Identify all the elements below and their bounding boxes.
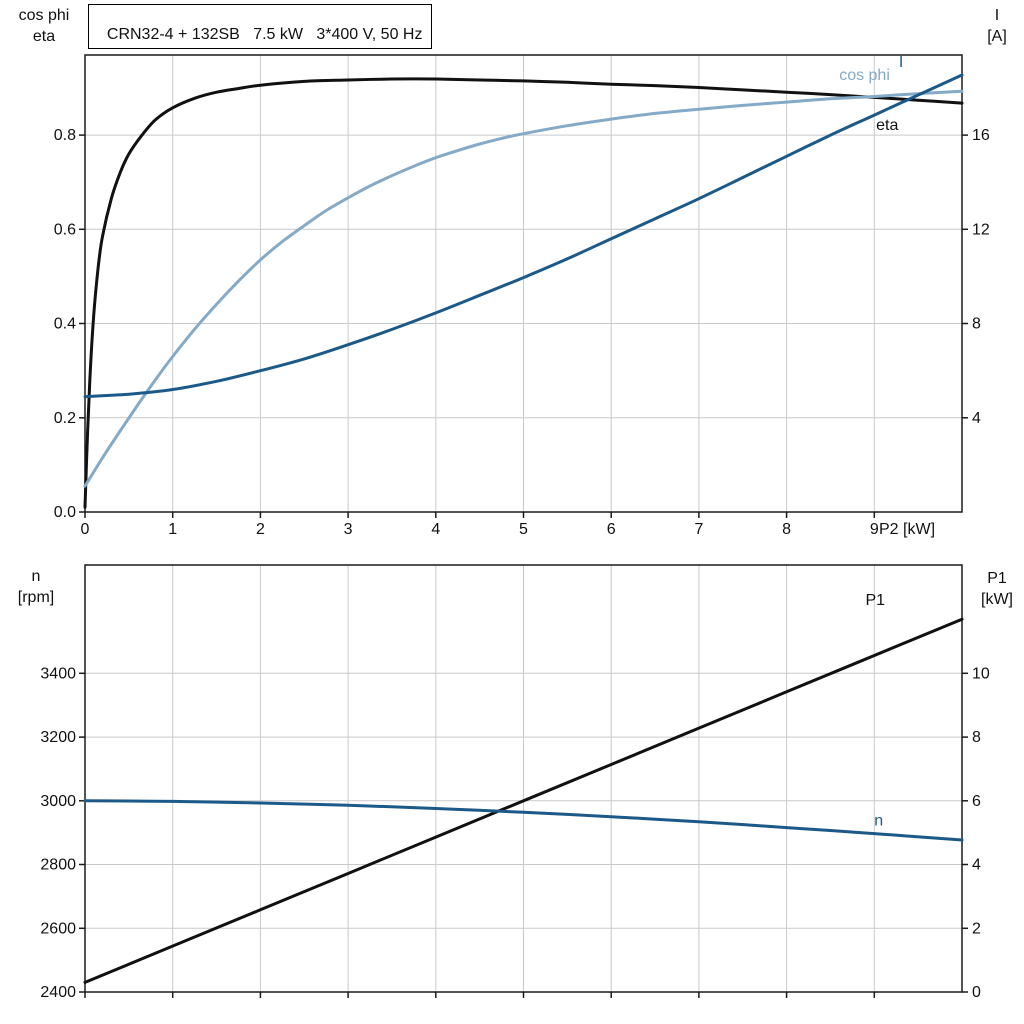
x-tick-label: 6 — [607, 521, 616, 538]
series-n — [83, 799, 964, 842]
y-right-tick-label: 0 — [972, 984, 981, 1001]
y-right-tick-label: 6 — [972, 793, 981, 810]
x-tick-label: 7 — [694, 521, 703, 538]
y-left-tick-label: 3000 — [40, 793, 76, 810]
axis-title-line-ampere-unit: [A] — [987, 28, 1007, 45]
y-right-tick-label: 2 — [972, 920, 981, 937]
y-right-tick-label: 8 — [972, 316, 981, 333]
x-tick-label: 5 — [519, 521, 528, 538]
y-right-tick-label: 4 — [972, 410, 981, 427]
y-left-tick-label: 0.8 — [54, 127, 76, 144]
top-right-axis-title: I [A] — [976, 5, 1018, 47]
top-left-axis-title: cos phi eta — [8, 5, 80, 47]
series-label-cos-phi: cos phi — [839, 67, 890, 84]
y-left-tick-label: 2400 — [40, 984, 76, 1001]
bottom-left-axis-title: n [rpm] — [6, 566, 66, 608]
y-left-tick-label: 2800 — [40, 857, 76, 874]
x-tick-label: 0 — [81, 521, 90, 538]
axis-title-line-rpm-unit: [rpm] — [17, 589, 55, 606]
x-tick-label: 9 — [870, 521, 879, 538]
x-tick-label: 8 — [782, 521, 791, 538]
axis-title-line-speed: n — [31, 568, 41, 585]
series-label-P1: P1 — [866, 592, 886, 609]
axis-title-line-cos-phi: cos phi — [18, 7, 70, 24]
y-left-tick-label: 0.2 — [54, 410, 76, 427]
axis-title-line-current: I — [994, 7, 1000, 24]
axis-title-line-eta: eta — [32, 28, 56, 45]
y-left-tick-label: 0.4 — [54, 316, 76, 333]
series-label-I: I — [899, 54, 903, 71]
chart-title-box: CRN32-4 + 132SB 7.5 kW 3*400 V, 50 Hz — [88, 4, 433, 49]
series-P1 — [83, 617, 964, 984]
y-left-tick-label: 2600 — [40, 920, 76, 937]
x-tick-label: 1 — [168, 521, 177, 538]
x-tick-label: 4 — [431, 521, 440, 538]
series-cos-phi — [83, 89, 964, 488]
series-I — [83, 73, 964, 399]
series-label-n: n — [874, 813, 883, 830]
y-right-tick-label: 10 — [972, 665, 990, 682]
motor-curves-bottom-plot: 2400 2600 2800 3000 3200 3400 0 2 4 6 8 10 P1 n — [40, 564, 990, 1001]
y-left-tick-label: 0.6 — [54, 221, 76, 238]
y-right-tick-label: 16 — [972, 127, 990, 144]
y-left-tick-label: 3200 — [40, 729, 76, 746]
series-eta — [83, 77, 964, 509]
y-right-tick-label: 12 — [972, 221, 990, 238]
axis-title-line-p1: P1 — [987, 570, 1007, 587]
bottom-right-axis-title: P1 [kW] — [974, 568, 1020, 610]
chart-title: CRN32-4 + 132SB 7.5 kW 3*400 V, 50 Hz — [106, 26, 423, 43]
x-tick-label: 3 — [344, 521, 353, 538]
x-axis-label: P2 [kW] — [879, 521, 935, 538]
y-left-tick-label: 0.0 — [54, 504, 76, 521]
y-left-tick-label: 3400 — [40, 665, 76, 682]
y-right-tick-label: 8 — [972, 729, 981, 746]
y-right-tick-label: 4 — [972, 857, 981, 874]
series-label-eta: eta — [876, 117, 898, 134]
axis-title-line-kw-unit: [kW] — [981, 591, 1013, 608]
x-tick-label: 2 — [256, 521, 265, 538]
